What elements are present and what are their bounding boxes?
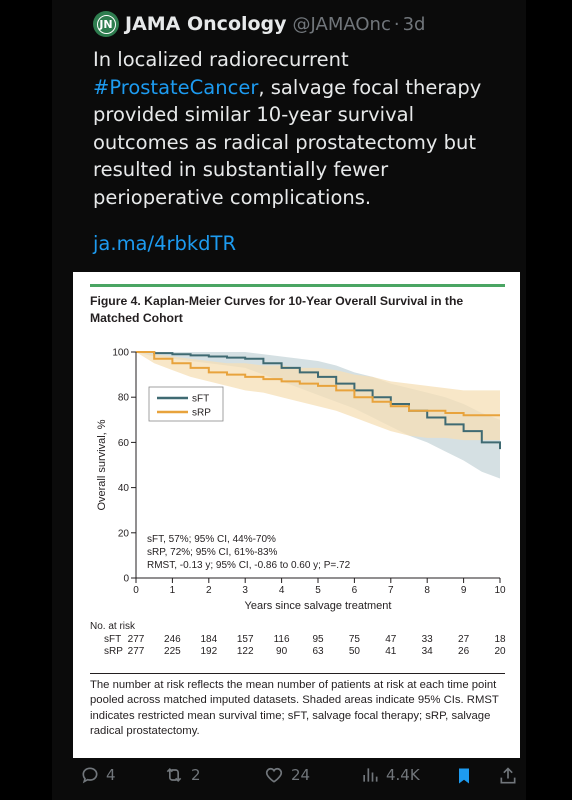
legend-label-sft: sFT: [192, 394, 209, 405]
bookmark-icon: [459, 768, 469, 784]
reply-count: 4: [106, 766, 116, 784]
handle[interactable]: @JAMAOnc: [292, 13, 391, 35]
risk-count-cell: 277: [128, 634, 145, 645]
heart-icon: [265, 767, 283, 783]
hashtag-link[interactable]: #ProstateCancer: [93, 75, 259, 99]
risk-row-label: sFT: [104, 634, 121, 645]
risk-count-cell: 184: [200, 634, 217, 645]
x-tick-label: 7: [388, 585, 394, 596]
y-tick-label: 100: [112, 348, 129, 359]
tweet-text-before: In localized radiorecurrent: [93, 48, 349, 71]
risk-count-cell: 95: [312, 634, 324, 645]
tweet-text: In localized radiorecurrent #ProstateCan…: [93, 46, 513, 212]
x-tick-label: 10: [494, 585, 506, 596]
risk-count-cell: 18: [494, 634, 506, 645]
risk-count-cell: 122: [237, 646, 254, 657]
like-button[interactable]: 24: [263, 765, 310, 785]
risk-count-cell: 26: [458, 646, 470, 657]
reply-icon: [82, 767, 98, 784]
figure-title: Figure 4. Kaplan-Meier Curves for 10-Yea…: [90, 294, 464, 325]
risk-count-cell: 34: [422, 646, 434, 657]
y-tick-label: 0: [123, 574, 129, 585]
risk-count-cell: 116: [274, 634, 290, 645]
annotation-line: RMST, -0.13 y; 95% CI, -0.86 to 0.60 y; …: [147, 560, 351, 571]
y-tick-label: 20: [118, 528, 130, 539]
figure-image[interactable]: Figure 4. Kaplan-Meier Curves for 10-Yea…: [73, 272, 520, 758]
tweet-text-after: , salvage focal therapy provided similar…: [93, 75, 482, 209]
risk-count-cell: 27: [458, 634, 470, 645]
risk-count-cell: 63: [312, 646, 324, 657]
annotation-line: sRP, 72%; 95% CI, 61%-83%: [147, 547, 278, 558]
legend-label-srp: sRP: [192, 408, 211, 419]
share-button[interactable]: [498, 765, 524, 787]
repost-button[interactable]: 2: [163, 765, 201, 785]
separator-dot: ·: [393, 13, 400, 35]
tweet-age[interactable]: 3d: [402, 13, 426, 35]
repost-icon: [166, 767, 182, 783]
x-tick-label: 8: [424, 585, 430, 596]
avatar[interactable]: JN: [93, 11, 119, 37]
risk-count-cell: 246: [164, 634, 181, 645]
y-tick-label: 60: [118, 438, 130, 449]
risk-count-cell: 75: [349, 634, 361, 645]
repost-count: 2: [191, 766, 201, 784]
y-axis-label: Overall survival, %: [96, 419, 108, 510]
risk-row-label: sRP: [104, 646, 123, 657]
display-name[interactable]: JAMA Oncology: [125, 13, 287, 35]
views-bar-chart-icon: [363, 768, 378, 782]
series-line-srp: [136, 351, 500, 417]
views-button[interactable]: 4.4K: [360, 765, 420, 785]
bookmark-button[interactable]: [454, 765, 480, 787]
x-tick-label: 6: [352, 585, 358, 596]
risk-count-cell: 33: [422, 634, 434, 645]
action-bar: 4 2 24 4.4K: [80, 765, 520, 793]
risk-count-cell: 41: [385, 646, 397, 657]
risk-count-cell: 192: [200, 646, 217, 657]
legend-box: [148, 386, 224, 422]
share-icon: [500, 767, 516, 784]
view-count: 4.4K: [386, 766, 420, 784]
risk-count-cell: 20: [494, 646, 506, 657]
x-axis-label: Years since salvage treatment: [245, 600, 392, 612]
caption-rule: [90, 673, 505, 674]
risk-count-cell: 50: [349, 646, 361, 657]
risk-count-cell: 225: [164, 646, 181, 657]
risk-count-cell: 90: [276, 646, 288, 657]
y-tick-label: 80: [118, 393, 130, 404]
reply-button[interactable]: 4: [80, 765, 116, 785]
x-tick-label: 5: [315, 585, 321, 596]
annotation-line: sFT, 57%; 95% CI, 44%-70%: [147, 534, 276, 545]
risk-table-heading: No. at risk: [90, 621, 136, 632]
series-line-sft: [136, 351, 501, 450]
y-tick-label: 40: [118, 483, 130, 494]
figure-caption: The number at risk reflects the mean num…: [90, 679, 499, 737]
x-tick-label: 1: [170, 585, 176, 596]
x-tick-label: 3: [242, 585, 248, 596]
risk-count-cell: 277: [128, 646, 145, 657]
figure-top-rule: [90, 284, 505, 287]
x-tick-label: 0: [133, 585, 139, 596]
risk-count-cell: 47: [385, 634, 397, 645]
avatar-logo-text: JN: [96, 14, 116, 34]
x-tick-label: 9: [461, 585, 467, 596]
like-count: 24: [291, 766, 311, 784]
x-tick-label: 4: [279, 585, 285, 596]
risk-count-cell: 157: [237, 634, 254, 645]
x-tick-label: 2: [206, 585, 212, 596]
tweet-header: JN JAMA Oncology @JAMAOnc · 3d: [93, 10, 425, 38]
tweet-link[interactable]: ja.ma/4rbkdTR: [93, 232, 237, 255]
